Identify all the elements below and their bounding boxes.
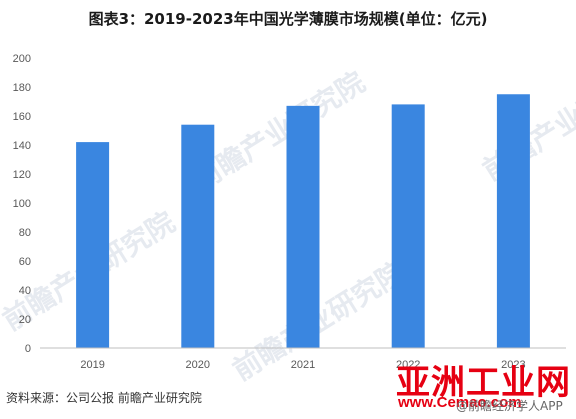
bar-2020 [181, 124, 215, 348]
bar-2021 [286, 105, 320, 348]
x-tick-label: 2022 [396, 359, 420, 371]
y-tick-label: 200 [13, 53, 31, 65]
y-tick-label: 60 [19, 256, 31, 268]
bar-series [76, 94, 530, 349]
bar-2022 [391, 104, 425, 349]
source-note: 资料来源：公司公报 前瞻产业研究院 [6, 391, 202, 405]
y-tick-label: 0 [25, 343, 31, 355]
x-tick-label: 2019 [80, 359, 104, 371]
app-watermark: @前瞻经济学人APP [456, 399, 563, 413]
y-tick-label: 40 [19, 285, 31, 297]
x-axis-ticks: 2019 2020 2021 2022 2023 [80, 359, 525, 371]
x-tick-label: 2021 [291, 359, 315, 371]
bar-2023 [496, 94, 530, 348]
bar-2019 [76, 142, 110, 348]
y-tick-label: 140 [13, 140, 31, 152]
y-tick-label: 120 [13, 169, 31, 181]
x-tick-label: 2020 [186, 359, 210, 371]
y-tick-label: 80 [19, 227, 31, 239]
brand-url-watermark: www.Cemao.com [398, 394, 522, 411]
y-tick-label: 160 [13, 111, 31, 123]
y-axis-ticks: 0 20 40 60 80 100 120 140 160 180 200 [13, 53, 31, 355]
chart-title: 图表3：2019-2023年中国光学薄膜市场规模(单位：亿元) [88, 10, 488, 28]
y-tick-label: 180 [13, 82, 31, 94]
y-tick-label: 100 [13, 198, 31, 210]
x-tick-label: 2023 [501, 359, 525, 371]
brand-watermark: 亚洲工业网 [396, 363, 571, 403]
y-tick-label: 20 [19, 314, 31, 326]
